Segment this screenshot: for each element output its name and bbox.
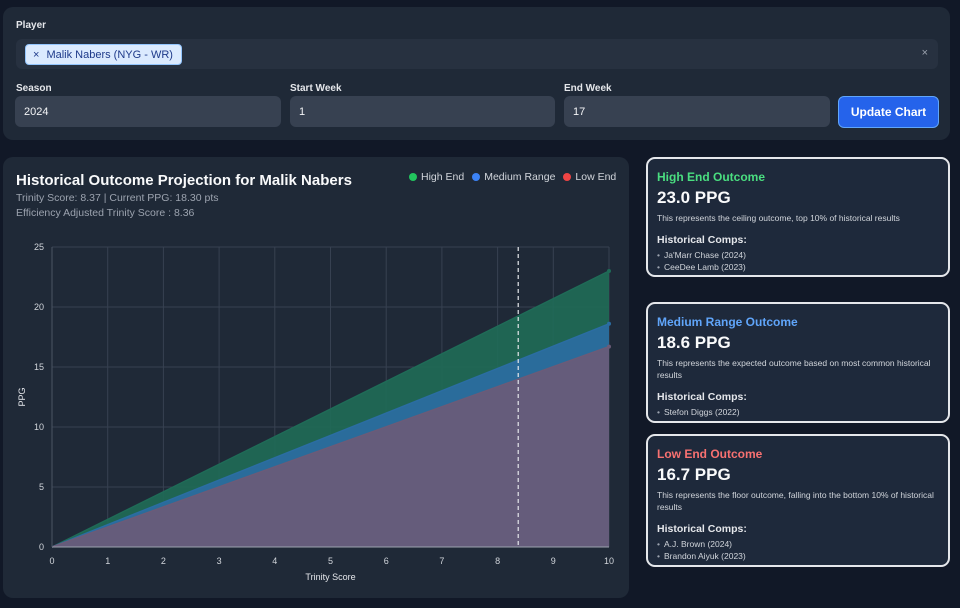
comp-item: Stefon Diggs (2022) [657, 406, 939, 418]
line-series-medium-range [51, 323, 610, 548]
y-tick-label: 5 [39, 482, 44, 492]
chart-subtitle-efficiency: Efficiency Adjusted Trinity Score : 8.36 [16, 207, 195, 219]
chart-subtitle-scores: Trinity Score: 8.37 | Current PPG: 18.30… [16, 192, 219, 204]
chart-legend: High End Medium Range Low End [409, 171, 616, 183]
x-tick-label: 9 [551, 556, 556, 566]
x-tick-label: 1 [105, 556, 110, 566]
legend-item-high[interactable]: High End [409, 171, 464, 183]
x-tick-label: 7 [439, 556, 444, 566]
x-tick-label: 10 [604, 556, 614, 566]
comps-label: Historical Comps: [657, 523, 747, 535]
player-select[interactable]: × Malik Nabers (NYG - WR) × [16, 39, 938, 69]
start-week-label: Start Week [290, 83, 342, 94]
y-tick-label: 10 [34, 422, 44, 432]
chart-title: Historical Outcome Projection for Malik … [16, 172, 352, 189]
comps-list: Ja'Marr Chase (2024) CeeDee Lamb (2023) [657, 249, 939, 273]
legend-label: High End [421, 171, 465, 183]
high-end-outcome-card: High End Outcome 23.0 PPG This represent… [646, 157, 950, 277]
legend-item-medium[interactable]: Medium Range [472, 171, 555, 183]
outcome-description: This represents the floor outcome, falli… [657, 490, 934, 512]
chart-card: 0 1 2 3 4 5 6 7 8 9 10 0 5 10 15 20 25 Trinity Score PPG H… [3, 157, 629, 598]
end-week-input[interactable]: 17 [564, 96, 830, 127]
season-select[interactable]: 2024 [15, 96, 281, 127]
outcome-chart: 0 1 2 3 4 5 6 7 8 9 10 0 5 10 15 20 25 Trinity Score PPG [17, 242, 614, 582]
outcome-title: High End Outcome [657, 170, 765, 184]
legend-dot-icon [409, 173, 417, 181]
start-week-input[interactable]: 1 [290, 96, 555, 127]
comps-label: Historical Comps: [657, 391, 747, 403]
outcome-ppg: 23.0 PPG [657, 188, 731, 207]
x-tick-label: 3 [217, 556, 222, 566]
x-tick-label: 0 [49, 556, 54, 566]
data-point [607, 321, 611, 326]
low-end-outcome-card: Low End Outcome 16.7 PPG This represents… [646, 434, 950, 567]
x-tick-label: 5 [328, 556, 333, 566]
line-series-low-end [51, 345, 610, 548]
comp-item: Brandon Aiyuk (2023) [657, 550, 939, 562]
x-tick-label: 8 [495, 556, 500, 566]
end-week-label: End Week [564, 83, 612, 94]
y-tick-label: 25 [34, 242, 44, 252]
update-chart-button[interactable]: Update Chart [838, 96, 939, 128]
player-chip-label: Malik Nabers (NYG - WR) [46, 48, 173, 61]
x-tick-label: 4 [272, 556, 277, 566]
comps-label: Historical Comps: [657, 234, 747, 246]
data-point [607, 344, 611, 349]
comps-list: Stefon Diggs (2022) [657, 406, 939, 418]
filter-panel: Player × Malik Nabers (NYG - WR) × Seaso… [3, 7, 950, 140]
x-tick-label: 6 [384, 556, 389, 566]
legend-item-low[interactable]: Low End [563, 171, 616, 183]
y-axis-label: PPG [17, 387, 27, 406]
legend-label: Low End [575, 171, 617, 183]
comp-item: CeeDee Lamb (2023) [657, 261, 939, 273]
medium-range-outcome-card: Medium Range Outcome 18.6 PPG This repre… [646, 302, 950, 423]
legend-dot-icon [563, 173, 572, 181]
outcome-title: Low End Outcome [657, 447, 763, 461]
outcome-title: Medium Range Outcome [657, 315, 798, 329]
x-tick-label: 2 [161, 556, 166, 566]
season-label: Season [16, 83, 52, 94]
player-label: Player [16, 20, 47, 31]
outcome-description: This represents the ceiling outcome, top… [657, 213, 900, 223]
outcome-description: This represents the expected outcome bas… [657, 358, 931, 380]
comp-item: Ja'Marr Chase (2024) [657, 249, 939, 261]
line-series-high-end [51, 270, 610, 548]
data-point [607, 269, 611, 273]
legend-label: Medium Range [484, 171, 556, 183]
outcome-ppg: 16.7 PPG [657, 465, 731, 484]
player-chip: × Malik Nabers (NYG - WR) [25, 44, 182, 65]
y-tick-label: 15 [34, 362, 44, 372]
outcome-ppg: 18.6 PPG [657, 333, 731, 352]
x-axis-label: Trinity Score [305, 572, 355, 582]
y-tick-label: 0 [39, 542, 44, 552]
comp-item: A.J. Brown (2024) [657, 538, 939, 550]
chip-remove-icon[interactable]: × [33, 48, 40, 61]
clear-selection-icon[interactable]: × [921, 47, 928, 59]
legend-dot-icon [472, 173, 481, 181]
y-tick-label: 20 [34, 302, 44, 312]
comps-list: A.J. Brown (2024) Brandon Aiyuk (2023) [657, 538, 939, 562]
